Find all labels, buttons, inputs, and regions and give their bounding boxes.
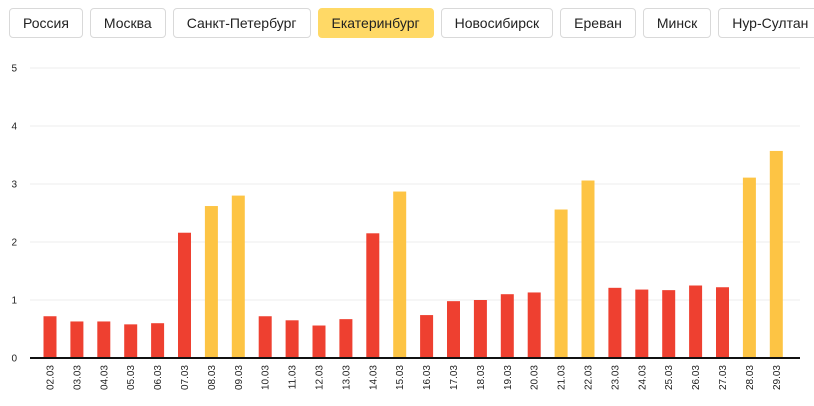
bar-13.03 xyxy=(339,319,353,358)
bar-03.03 xyxy=(70,321,84,358)
bar-24.03 xyxy=(635,289,649,358)
x-tick-label: 14.03 xyxy=(368,365,379,390)
bar-02.03 xyxy=(43,316,57,358)
tab-1[interactable]: Москва xyxy=(89,8,166,38)
bar-11.03 xyxy=(285,320,299,358)
bar-09.03 xyxy=(231,195,245,358)
bar-19.03 xyxy=(500,294,514,358)
bar-25.03 xyxy=(662,290,676,358)
bar-07.03 xyxy=(178,232,191,358)
x-tick-label: 27.03 xyxy=(718,365,729,390)
x-tick-label: 02.03 xyxy=(46,365,57,390)
bar-14.03 xyxy=(366,233,380,358)
x-tick-label: 08.03 xyxy=(207,365,218,390)
bar-17.03 xyxy=(447,301,460,358)
tab-6[interactable]: Минск xyxy=(642,8,712,38)
x-tick-label: 25.03 xyxy=(664,365,675,390)
x-tick-label: 16.03 xyxy=(422,365,433,390)
x-tick-label: 12.03 xyxy=(315,365,326,390)
tab-7[interactable]: Нур-Султан xyxy=(718,8,814,38)
y-tick-label: 0 xyxy=(11,354,17,365)
x-tick-label: 18.03 xyxy=(476,365,487,390)
x-tick-label: 11.03 xyxy=(288,365,299,390)
x-tick-label: 10.03 xyxy=(261,365,272,390)
bar-27.03 xyxy=(716,287,729,358)
y-tick-label: 3 xyxy=(11,180,17,191)
bar-04.03 xyxy=(97,321,111,358)
x-tick-label: 09.03 xyxy=(234,365,245,390)
bar-15.03 xyxy=(393,191,407,358)
x-tick-label: 07.03 xyxy=(180,365,191,390)
city-tabs: Россия Москва Санкт-Петербург Екатеринбург Н… xyxy=(9,8,814,38)
y-tick-label: 1 xyxy=(11,296,17,307)
x-tick-label: 19.03 xyxy=(503,365,514,390)
x-tick-label: 15.03 xyxy=(395,365,406,390)
bar-06.03 xyxy=(151,323,165,358)
bar-23.03 xyxy=(608,287,622,358)
bar-22.03 xyxy=(581,180,595,358)
x-tick-label: 28.03 xyxy=(745,365,756,390)
bar-12.03 xyxy=(312,325,326,358)
bar-16.03 xyxy=(420,315,434,358)
tab-0[interactable]: Россия xyxy=(9,8,83,38)
bar-18.03 xyxy=(473,300,487,358)
y-tick-label: 2 xyxy=(11,238,17,249)
x-tick-label: 05.03 xyxy=(126,365,137,390)
x-tick-label: 04.03 xyxy=(99,365,110,390)
x-tick-label: 22.03 xyxy=(584,365,595,390)
x-tick-label: 13.03 xyxy=(341,365,352,390)
bar-05.03 xyxy=(124,324,138,358)
bar-21.03 xyxy=(554,209,568,358)
y-tick-label: 4 xyxy=(11,122,17,133)
bar-29.03 xyxy=(769,150,783,358)
x-tick-label: 21.03 xyxy=(557,365,568,390)
x-tick-label: 20.03 xyxy=(530,365,541,390)
bar-20.03 xyxy=(527,292,541,358)
x-tick-label: 24.03 xyxy=(637,365,648,390)
tab-3[interactable]: Екатеринбург xyxy=(317,8,434,38)
tab-5[interactable]: Ереван xyxy=(560,8,636,38)
tab-2[interactable]: Санкт-Петербург xyxy=(172,8,311,38)
x-tick-label: 23.03 xyxy=(610,365,621,390)
bar-26.03 xyxy=(689,285,703,358)
x-tick-label: 26.03 xyxy=(691,365,702,390)
bar-10.03 xyxy=(258,316,272,358)
x-tick-label: 06.03 xyxy=(153,365,164,390)
x-tick-label: 29.03 xyxy=(772,365,783,390)
bar-08.03 xyxy=(204,206,218,358)
y-tick-label: 5 xyxy=(11,64,17,75)
x-tick-label: 17.03 xyxy=(449,365,460,390)
x-tick-label: 03.03 xyxy=(72,365,83,390)
tab-4[interactable]: Новосибирск xyxy=(440,8,554,38)
bar-28.03 xyxy=(742,177,756,358)
